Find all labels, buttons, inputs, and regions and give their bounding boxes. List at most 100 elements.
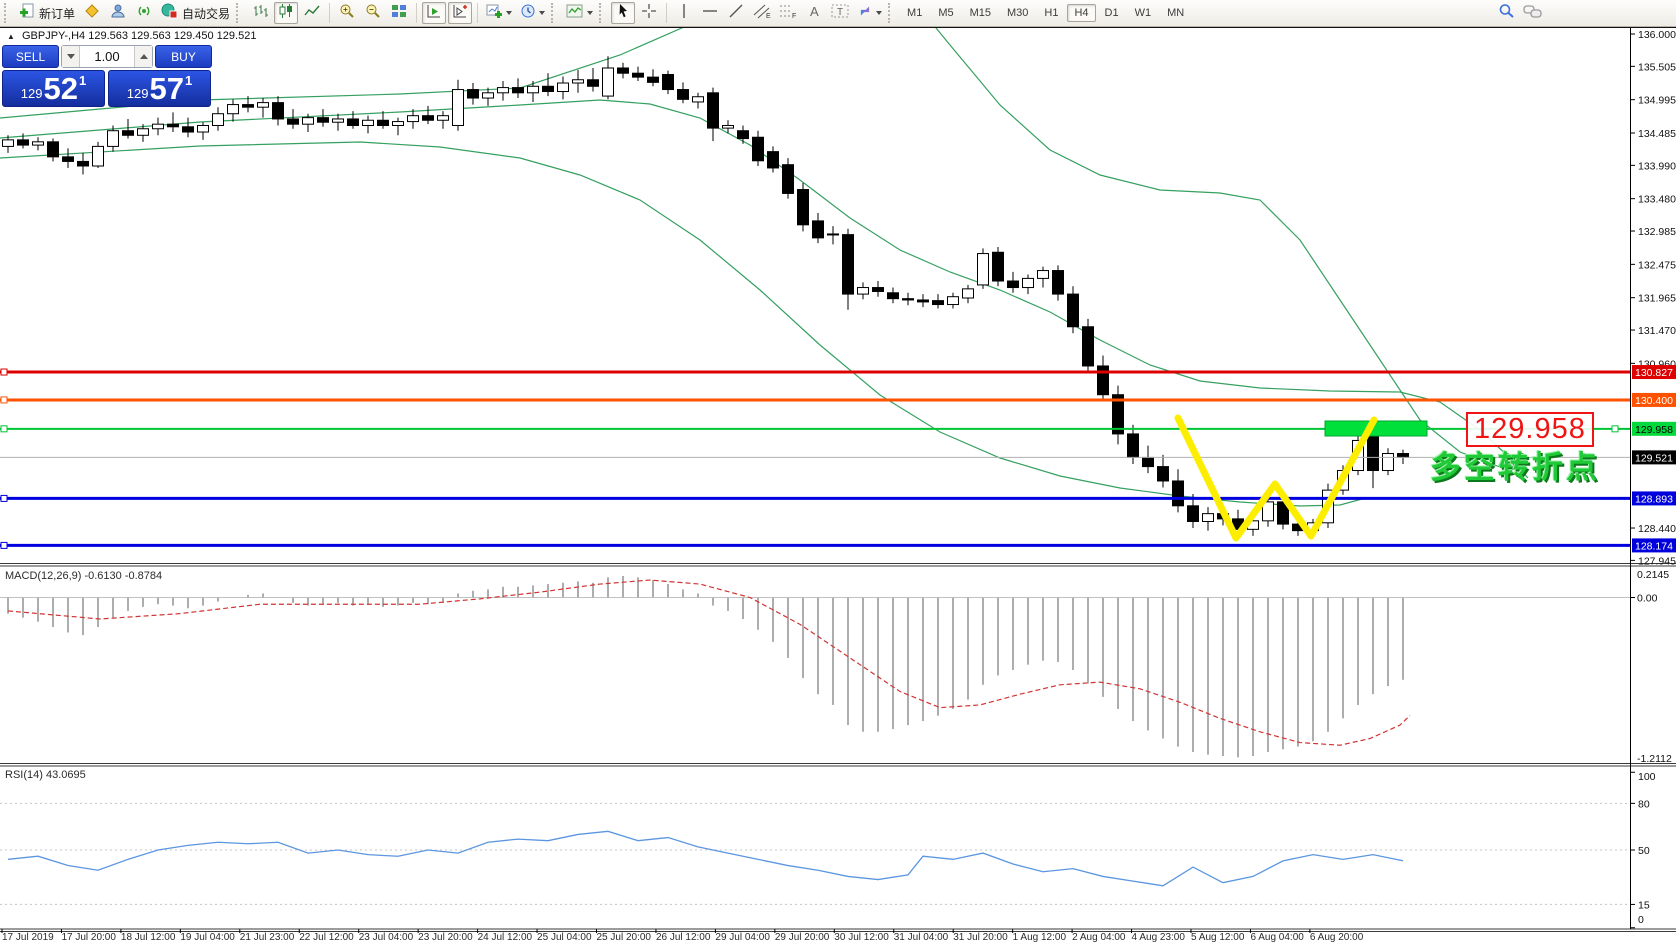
timeframe-button-m1[interactable]: M1 bbox=[907, 7, 923, 19]
bar-chart-button[interactable] bbox=[248, 2, 272, 24]
time-axis-label: 23 Jul 20:00 bbox=[418, 932, 473, 943]
candlestick bbox=[902, 298, 914, 301]
cursor-tool-button[interactable] bbox=[611, 2, 636, 24]
line-anchor-marker[interactable] bbox=[1611, 425, 1619, 433]
cn-annotation-text[interactable]: 多空转折点 bbox=[1430, 450, 1600, 485]
price-tag[interactable] bbox=[1632, 450, 1676, 465]
timeframe-button-m15[interactable]: M15 bbox=[969, 7, 991, 19]
chat-button[interactable] bbox=[1520, 2, 1545, 24]
search-button[interactable] bbox=[1494, 2, 1518, 24]
line-anchor-marker[interactable] bbox=[0, 494, 8, 502]
periods-button[interactable] bbox=[517, 2, 548, 24]
zoom-out-button[interactable] bbox=[361, 2, 385, 24]
bid-quote-button[interactable]: 129 52 1 bbox=[2, 70, 105, 107]
yellow-w-pattern-drawing[interactable] bbox=[1174, 414, 1378, 542]
candlestick bbox=[947, 296, 959, 306]
volume-decrease-button[interactable] bbox=[62, 46, 80, 67]
candlestick bbox=[497, 87, 509, 94]
timeframe-button-d1[interactable]: D1 bbox=[1104, 7, 1119, 19]
toolbar-grip[interactable] bbox=[888, 3, 895, 23]
timeframe-button-m5[interactable]: M5 bbox=[938, 7, 954, 19]
time-axis-label: 31 Jul 20:00 bbox=[953, 932, 1008, 943]
candlestick bbox=[197, 124, 209, 133]
candlestick bbox=[1397, 453, 1409, 458]
candlestick bbox=[1172, 480, 1184, 507]
macd-axis-zero: 0.00 bbox=[1637, 593, 1658, 605]
timeframe-button-mn[interactable]: MN bbox=[1167, 7, 1185, 19]
ask-quote-button[interactable]: 129 57 1 bbox=[108, 70, 211, 107]
auto-trading-button[interactable]: 自动交易 bbox=[158, 2, 233, 24]
vertical-line-tool-button[interactable] bbox=[672, 2, 696, 24]
toolbar-separator bbox=[416, 3, 418, 23]
line-anchor-marker[interactable] bbox=[0, 425, 8, 433]
price-tag[interactable] bbox=[1632, 421, 1676, 436]
candlestick bbox=[692, 96, 704, 103]
candlestick bbox=[47, 141, 59, 158]
time-axis-label: 6 Aug 04:00 bbox=[1250, 932, 1304, 943]
candlestick bbox=[647, 76, 659, 83]
price-tag[interactable] bbox=[1632, 538, 1676, 553]
candlestick-chart-button[interactable] bbox=[274, 2, 299, 24]
macd-axis-max: 0.2145 bbox=[1637, 569, 1669, 581]
text-tool-button[interactable]: A bbox=[802, 2, 826, 24]
channel-tool-button[interactable]: E bbox=[750, 2, 774, 24]
toolbar-grip[interactable] bbox=[551, 3, 558, 23]
sell-button[interactable]: SELL bbox=[2, 45, 59, 68]
candlestick bbox=[167, 123, 179, 128]
line-anchor-marker[interactable] bbox=[0, 541, 8, 549]
collapse-triangle-icon[interactable]: ▲ bbox=[7, 32, 15, 41]
candlestick bbox=[782, 164, 794, 194]
timeframe-button-w1[interactable]: W1 bbox=[1134, 7, 1152, 19]
toolbar-grip[interactable] bbox=[599, 3, 606, 23]
triangle-up-icon bbox=[139, 54, 148, 59]
price-callout-label[interactable]: 129.958 bbox=[1466, 412, 1594, 447]
candlestick bbox=[1097, 365, 1109, 396]
zoom-in-button[interactable] bbox=[335, 2, 359, 24]
timeframe-button-h4[interactable]: H4 bbox=[1067, 4, 1096, 22]
line-chart-button[interactable] bbox=[300, 2, 324, 24]
fibonacci-icon: F bbox=[779, 3, 797, 24]
price-tag-label: 128.174 bbox=[1635, 540, 1673, 552]
indicators-button[interactable] bbox=[563, 2, 596, 24]
volume-input[interactable] bbox=[80, 48, 134, 65]
line-anchor-marker[interactable] bbox=[0, 368, 8, 376]
toolbar-grip[interactable] bbox=[236, 3, 243, 23]
price-tag[interactable] bbox=[1632, 365, 1676, 380]
toolbar-grip[interactable] bbox=[4, 3, 11, 23]
time-axis[interactable]: 17 Jul 2019 17 Jul 20:00 18 Jul 12:00 19 Ju… bbox=[0, 932, 1676, 946]
svg-text:E: E bbox=[766, 13, 771, 19]
text-label-tool-button[interactable]: T bbox=[828, 2, 852, 24]
accounts-button[interactable] bbox=[106, 2, 130, 24]
timeframe-button-m30[interactable]: M30 bbox=[1007, 7, 1029, 19]
timeframe-button-h1[interactable]: H1 bbox=[1044, 7, 1059, 19]
crosshair-tool-button[interactable] bbox=[637, 2, 661, 24]
bollinger-band-line bbox=[0, 99, 1529, 479]
price-tag[interactable] bbox=[1632, 392, 1676, 407]
price-tag-label: 130.827 bbox=[1635, 367, 1673, 379]
candlestick bbox=[1187, 505, 1199, 522]
svg-text:A: A bbox=[810, 4, 819, 19]
volume-increase-button[interactable] bbox=[134, 46, 152, 67]
price-axis-tick-label: 133.990 bbox=[1638, 160, 1676, 172]
price-axis-tick-label: 135.505 bbox=[1638, 61, 1676, 73]
horizontal-line-tool-button[interactable] bbox=[698, 2, 722, 24]
market-watch-button[interactable] bbox=[80, 2, 104, 24]
trendline-tool-button[interactable] bbox=[724, 2, 748, 24]
time-axis-label: 26 Jul 12:00 bbox=[655, 932, 711, 943]
line-anchor-marker[interactable] bbox=[0, 396, 8, 404]
chart-shift-button[interactable] bbox=[448, 2, 473, 24]
price-axis-tick-label: 128.440 bbox=[1638, 523, 1676, 535]
signals-button[interactable] bbox=[132, 2, 156, 24]
fibonacci-tool-button[interactable]: F bbox=[776, 2, 800, 24]
buy-button[interactable]: BUY bbox=[155, 45, 212, 68]
new-order-button[interactable]: 新订单 bbox=[16, 2, 78, 24]
rsi-axis-label: 100 bbox=[1638, 771, 1656, 783]
auto-scroll-button[interactable] bbox=[422, 2, 447, 24]
candlestick bbox=[182, 126, 194, 133]
tile-windows-button[interactable] bbox=[387, 2, 411, 24]
price-tag[interactable] bbox=[1632, 491, 1676, 506]
candlestick bbox=[827, 233, 839, 236]
arrows-tool-button[interactable] bbox=[854, 2, 885, 24]
new-chart-button[interactable] bbox=[483, 2, 515, 24]
